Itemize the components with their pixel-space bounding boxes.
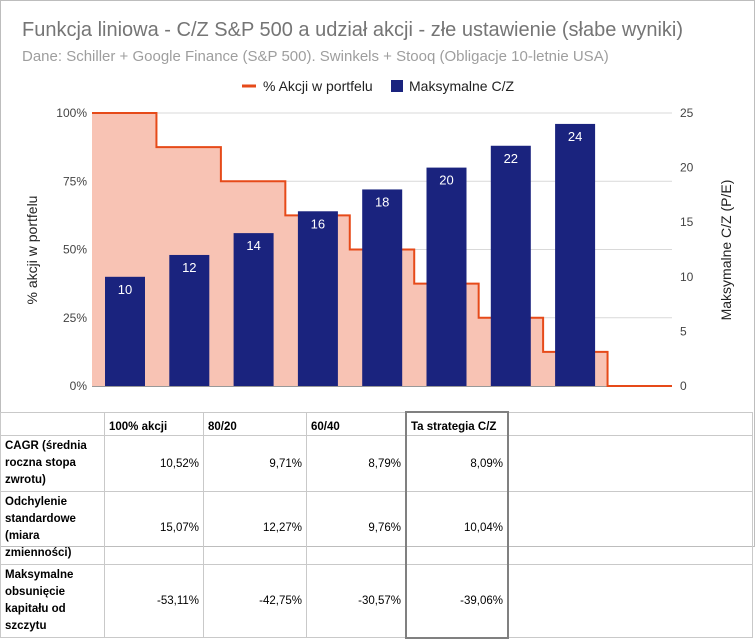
row-label-max-drawdown: Maksymalne obsunięcie kapitału od szczyt… (0, 564, 105, 638)
table-cell-empty (507, 435, 753, 492)
pe-bar (362, 189, 403, 386)
table-header-blank (0, 411, 105, 436)
pe-bar-data-label: 20 (439, 173, 453, 188)
chart-subtitle: Dane: Schiller + Google Finance (S&P 500… (22, 48, 609, 65)
y-left-tick-label: 50% (63, 243, 87, 257)
table-row: Maksymalne obsunięcie kapitału od szczyt… (0, 564, 753, 639)
pe-bar-data-label: 14 (246, 238, 260, 253)
pe-bar-data-label: 22 (504, 151, 518, 166)
pe-bar (105, 276, 145, 386)
table-cell-strategy: -39,06% (405, 564, 509, 639)
right-axis-ticks: 0 5 10 15 20 25 (680, 106, 694, 393)
table-row: CAGR (średnia roczna stopa zwrotu) 10,52… (0, 435, 753, 492)
pe-bar-data-label: 24 (568, 129, 582, 144)
table-header-80-20: 80/20 (203, 411, 307, 436)
table-header-empty (507, 411, 753, 436)
table-header-100-stocks: 100% akcji (104, 411, 204, 436)
y-left-tick-label: 0% (70, 379, 88, 393)
pe-bar (233, 233, 274, 386)
y-left-tick-label: 75% (63, 174, 87, 188)
table-cell: 15,07% (104, 491, 204, 565)
table-cell-strategy: 8,09% (405, 435, 509, 492)
pe-bar (297, 211, 338, 386)
pe-bar (426, 167, 467, 386)
left-axis-ticks: 0% 25% 50% 75% 100% (56, 106, 87, 393)
chart-title: Funkcja liniowa - C/Z S&P 500 a udział a… (22, 19, 684, 41)
row-label-cagr: CAGR (średnia roczna stopa zwrotu) (0, 435, 105, 492)
row-label-std-dev: Odchylenie standardowe (miara zmienności… (0, 491, 105, 565)
table-row: Odchylenie standardowe (miara zmienności… (0, 491, 753, 565)
combo-chart: 10 12 14 16 18 20 22 24 0% 25% 50% 75% 100% 0 5 10 15 2… (24, 78, 734, 393)
pe-bar-data-label: 12 (182, 260, 196, 275)
legend: % Akcji w portfelu Maksymalne C/Z (242, 78, 514, 94)
table-cell: -42,75% (203, 564, 307, 638)
pe-bar (555, 123, 596, 387)
table-cell-strategy: 10,04% (405, 491, 509, 565)
y-right-axis-title: Maksymalne C/Z (P/E) (718, 180, 734, 321)
table-cell: -30,57% (306, 564, 407, 638)
table-cell-empty (507, 564, 753, 638)
pe-bar (169, 254, 210, 386)
table-cell-empty (507, 491, 753, 565)
table-cell: 9,76% (306, 491, 407, 565)
legend-label-stock-share: % Akcji w portfelu (263, 78, 373, 94)
y-right-tick-label: 25 (680, 106, 694, 120)
y-right-tick-label: 20 (680, 161, 694, 175)
y-right-tick-label: 5 (680, 324, 687, 338)
y-right-tick-label: 15 (680, 215, 694, 229)
pe-bar (490, 145, 531, 386)
metrics-table: 100% akcji 80/20 60/40 Ta strategia C/Z … (0, 411, 753, 639)
table-header-row: 100% akcji 80/20 60/40 Ta strategia C/Z (0, 411, 753, 436)
table-cell: 12,27% (203, 491, 307, 565)
y-left-tick-label: 100% (56, 106, 87, 120)
y-left-tick-label: 25% (63, 311, 87, 325)
table-cell: 10,52% (104, 435, 204, 492)
pe-bar-data-label: 16 (311, 216, 325, 231)
pe-bar-data-label: 10 (118, 282, 132, 297)
y-right-tick-label: 10 (680, 270, 694, 284)
pe-bar-data-label: 18 (375, 194, 389, 209)
legend-label-max-pe: Maksymalne C/Z (409, 78, 514, 94)
table-cell: -53,11% (104, 564, 204, 638)
pe-bars: 10 12 14 16 18 20 22 24 (105, 123, 596, 387)
legend-bar-swatch (391, 80, 403, 92)
table-header-strategy: Ta strategia C/Z (405, 411, 509, 436)
y-left-axis-title: % akcji w portfelu (24, 196, 40, 305)
table-cell: 9,71% (203, 435, 307, 492)
table-cell: 8,79% (306, 435, 407, 492)
y-right-tick-label: 0 (680, 379, 687, 393)
table-header-60-40: 60/40 (306, 411, 407, 436)
